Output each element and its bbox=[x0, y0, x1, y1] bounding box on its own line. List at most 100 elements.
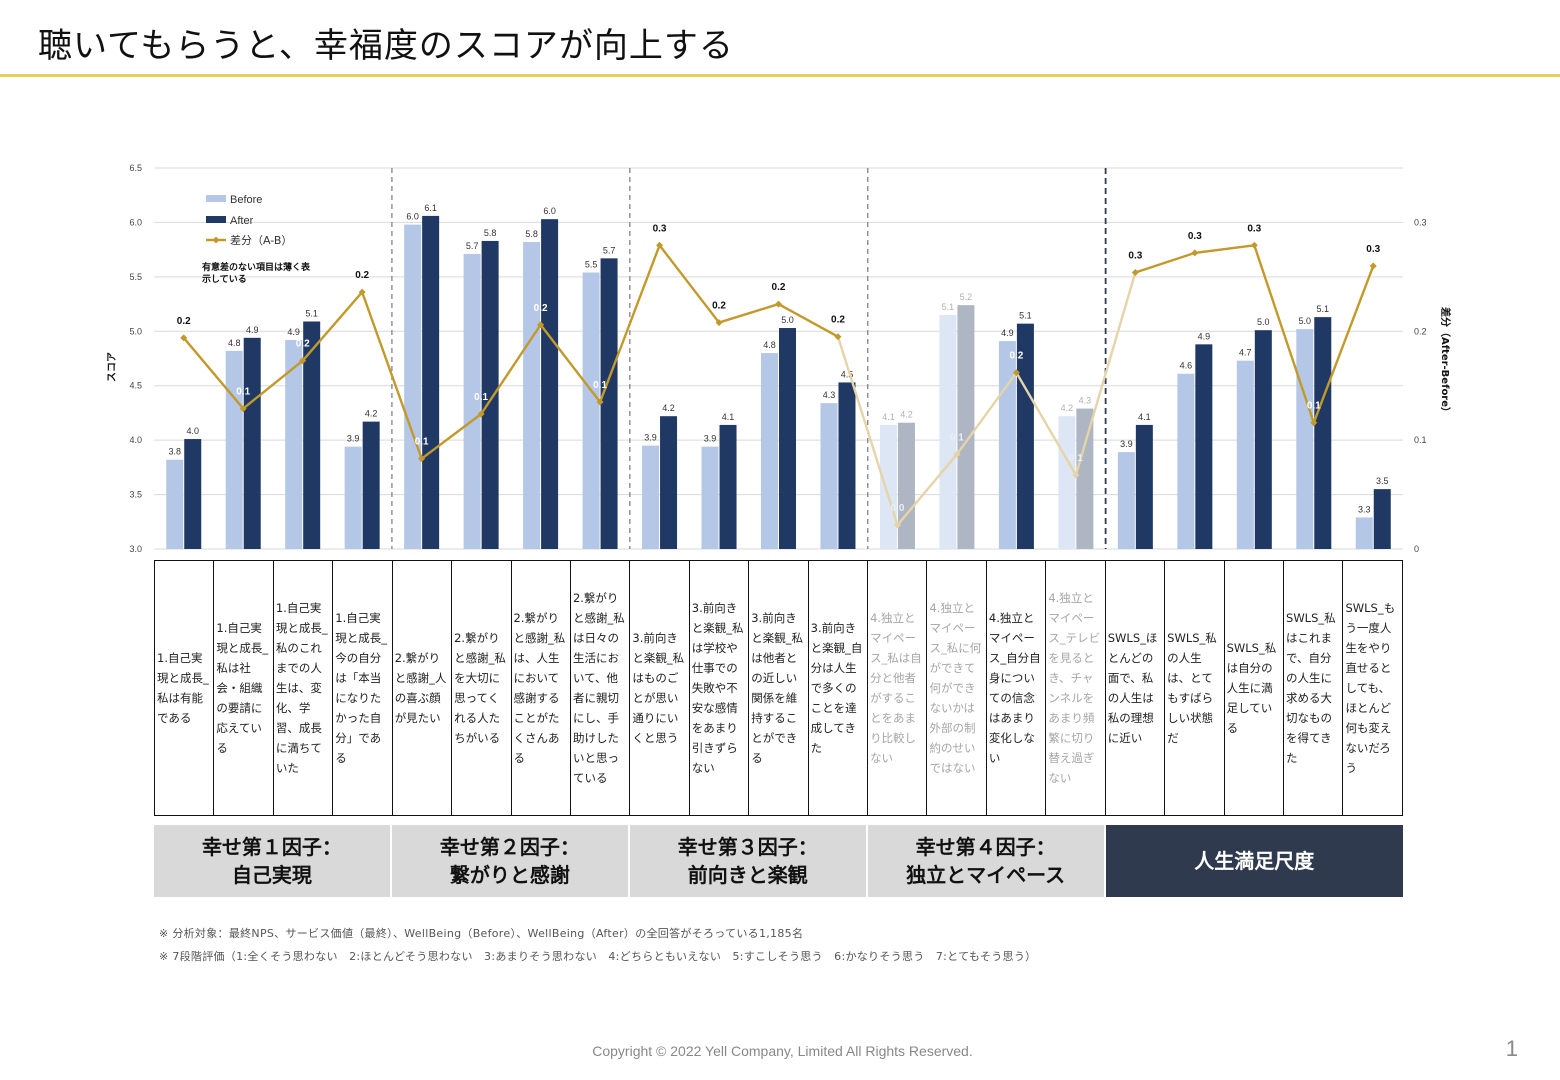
bar-after bbox=[600, 258, 618, 549]
y-tick-label: 6.0 bbox=[129, 217, 142, 227]
diff-line-segment bbox=[301, 291, 364, 362]
factor-group-4: 幸せ第４因子： 独立とマイペース bbox=[867, 825, 1106, 897]
factor-group-5: 人生満足尺度 bbox=[1105, 825, 1403, 897]
bar-before bbox=[1117, 452, 1135, 549]
category-cell: 4.独立とマイペース_私は自分と他者がすることをあまり比較しない bbox=[867, 560, 928, 816]
diff-point bbox=[834, 333, 842, 341]
y2-tick-label: 0.3 bbox=[1414, 217, 1427, 227]
bar-before bbox=[1177, 373, 1195, 549]
diff-line-segment bbox=[1312, 265, 1375, 424]
bar-before-label: 3.8 bbox=[168, 447, 181, 457]
diff-point bbox=[477, 410, 485, 418]
legend-diff-label: 差分（A-B） bbox=[230, 233, 292, 247]
bar-before-label: 5.1 bbox=[942, 302, 955, 312]
category-cell: SWLS_私の人生は、とてもすばらしい状態だ bbox=[1164, 560, 1225, 816]
diff-point bbox=[1072, 471, 1080, 479]
bar-after-label: 5.1 bbox=[1317, 304, 1330, 314]
diff-point bbox=[1250, 241, 1258, 249]
bar-after-label: 5.1 bbox=[305, 308, 318, 318]
bar-after bbox=[1314, 317, 1332, 549]
diff-label: 0.2 bbox=[534, 303, 548, 314]
y2-tick-label: 0.2 bbox=[1414, 326, 1427, 336]
diff-line-segment bbox=[896, 453, 958, 526]
bar-after-label: 4.2 bbox=[900, 410, 913, 420]
bar-before-label: 4.8 bbox=[228, 338, 241, 348]
diff-point bbox=[953, 450, 961, 458]
bar-after-label: 4.1 bbox=[722, 412, 735, 422]
legend-after-swatch bbox=[206, 216, 226, 223]
bar-after bbox=[303, 321, 321, 549]
bar-before bbox=[998, 341, 1016, 549]
diff-label: 0.2 bbox=[712, 301, 726, 312]
category-cell: 1.自己実現と成長_私は有能である bbox=[153, 560, 215, 816]
diff-label: 0.1 bbox=[593, 380, 607, 391]
diff-line-segment bbox=[1074, 272, 1137, 476]
factor-group-3: 幸せ第３因子： 前向きと楽観 bbox=[629, 825, 868, 897]
bar-before bbox=[879, 424, 897, 549]
diff-line-segment bbox=[1253, 244, 1315, 424]
bar-after-label: 6.1 bbox=[424, 203, 437, 213]
diff-point bbox=[537, 321, 545, 329]
diff-line-segment bbox=[420, 413, 482, 460]
bar-after bbox=[660, 416, 678, 549]
bar-before bbox=[166, 459, 184, 549]
bar-after bbox=[957, 305, 975, 549]
diff-point bbox=[358, 288, 366, 296]
bar-before-label: 6.0 bbox=[406, 212, 419, 222]
category-cell: 4.独立とマイペース_テレビを見るとき、チャンネルをあまり頻繁に切り替え過ぎない bbox=[1045, 560, 1106, 816]
diff-label: 0.1 bbox=[415, 437, 429, 448]
diff-label: 0.0 bbox=[890, 503, 904, 514]
bar-before-label: 3.9 bbox=[644, 433, 657, 443]
bar-before bbox=[404, 224, 422, 549]
category-table: 1.自己実現と成長_私は有能である 1.自己実現と成長_私は社会・組織の要請に応え… bbox=[153, 560, 1403, 816]
diff-line-segment bbox=[955, 371, 1018, 456]
diff-point bbox=[1191, 249, 1199, 257]
diff-point bbox=[239, 405, 247, 413]
category-cell: SWLS_私はこれまで、自分の人生に求める大切なものを得てきた bbox=[1283, 560, 1344, 816]
bar-after bbox=[897, 422, 915, 549]
diff-label: 0.2 bbox=[177, 316, 191, 327]
bar-after bbox=[362, 421, 380, 549]
diff-line-segment bbox=[777, 303, 839, 338]
category-row: 1.自己実現と成長_私は有能である 1.自己実現と成長_私は社会・組織の要請に応え… bbox=[153, 560, 1403, 816]
diff-point bbox=[299, 357, 307, 365]
bar-before bbox=[939, 314, 957, 549]
bar-after-label: 5.8 bbox=[484, 228, 497, 238]
bar-after-label: 4.0 bbox=[186, 426, 199, 436]
diff-label: 0.3 bbox=[1128, 251, 1142, 262]
bar-before-label: 5.5 bbox=[585, 260, 598, 270]
diff-point bbox=[656, 241, 664, 249]
bar-after bbox=[719, 424, 737, 549]
bar-before-label: 4.2 bbox=[1061, 403, 1074, 413]
category-cell: SWLS_私は自分の人生に満足している bbox=[1223, 560, 1285, 816]
diff-line-segment bbox=[182, 337, 245, 410]
bar-before-label: 4.3 bbox=[823, 390, 836, 400]
y-tick-label: 3.5 bbox=[129, 490, 142, 500]
diff-line-segment bbox=[480, 324, 542, 415]
diff-label: 0.2 bbox=[831, 315, 845, 326]
title-divider bbox=[0, 74, 1560, 77]
factor-group-2: 幸せ第２因子： 繋がりと感謝 bbox=[391, 825, 630, 897]
category-cell: SWLS_もう一度人生をやり直せるとしても、ほとんど何も変えないだろう bbox=[1342, 560, 1403, 816]
bar-before-label: 5.0 bbox=[1299, 316, 1312, 326]
bar-before bbox=[523, 242, 541, 549]
factor-groups: 幸せ第１因子： 自己実現 幸せ第２因子： 繋がりと感謝 幸せ第３因子： 前向きと楽観… bbox=[154, 825, 1404, 897]
bar-after-label: 4.9 bbox=[246, 325, 259, 335]
bar-before-label: 4.7 bbox=[1239, 348, 1252, 358]
category-cell: 4.独立とマイペース_私に何ができて何ができないかは外部の制約のせいではない bbox=[926, 560, 987, 816]
diff-point bbox=[1369, 262, 1377, 270]
bar-after bbox=[243, 337, 261, 549]
legend-note-line1: 有意差のない項目は薄く表 bbox=[202, 261, 311, 273]
bar-before bbox=[1355, 517, 1373, 549]
bar-after-label: 4.2 bbox=[365, 409, 378, 419]
diff-label: 0.3 bbox=[1366, 244, 1380, 255]
legend-before-swatch bbox=[206, 195, 226, 202]
category-cell: 2.繋がりと感謝_私は、人生において感謝することがたくさんある bbox=[510, 560, 571, 816]
bar-after-label: 5.0 bbox=[781, 315, 794, 325]
bar-after-label: 5.1 bbox=[1019, 311, 1032, 321]
bar-before-label: 3.9 bbox=[347, 434, 360, 444]
bar-before bbox=[1236, 360, 1254, 549]
diff-label: 0.1 bbox=[236, 387, 250, 398]
diff-point bbox=[1310, 419, 1318, 427]
bar-before-label: 4.6 bbox=[1180, 361, 1193, 371]
